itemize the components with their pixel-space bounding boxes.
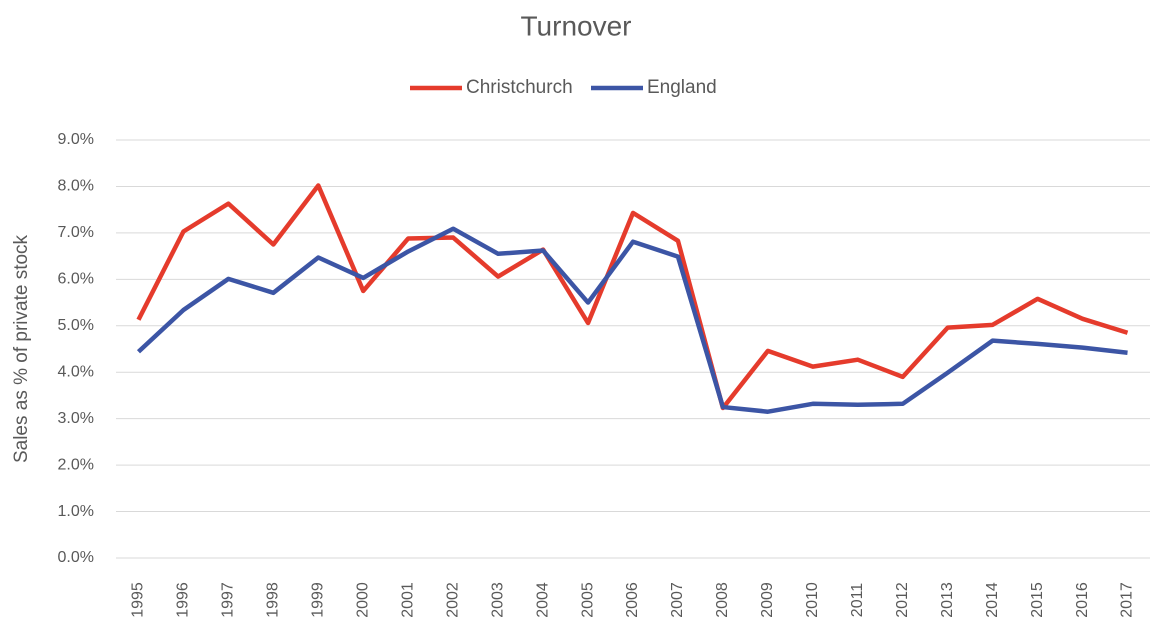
legend-label: England [647,77,717,98]
y-tick-label: 6.0% [58,271,94,288]
x-tick-label: 2004 [534,582,551,618]
x-tick-label: 2010 [804,582,821,618]
y-axis-label: Sales as % of private stock [11,234,32,463]
x-tick-label: 2006 [624,582,641,618]
y-tick-label: 2.0% [58,456,94,473]
x-tick-label: 2013 [939,582,956,618]
series-line [136,226,1128,414]
x-tick-label: 2009 [759,582,776,618]
x-tick-label: 2003 [489,582,506,618]
x-tick-label: 2011 [849,583,866,618]
x-tick-label: 1998 [265,582,282,618]
x-tick-label: 1999 [310,582,327,618]
y-tick-label: 4.0% [58,363,94,380]
x-tick-label: 1996 [175,582,192,618]
x-tick-label: 2015 [1029,582,1046,618]
x-tick-label: 1995 [130,582,147,618]
x-tick-label: 2017 [1119,582,1136,618]
y-tick-label: 9.0% [58,131,94,148]
chart-title: Turnover [520,10,631,41]
y-tick-label: 1.0% [58,503,94,520]
series-line [136,183,1129,411]
x-tick-label: 2002 [444,582,461,618]
y-tick-label: 3.0% [58,410,94,427]
x-tick-label: 2000 [354,582,371,618]
y-tick-label: 5.0% [58,317,94,334]
x-tick-label: 2014 [984,582,1001,618]
x-tick-label: 2008 [714,582,731,618]
y-tick-label: 0.0% [58,549,94,566]
x-tick-label: 2016 [1074,582,1091,618]
x-tick-label: 2005 [579,582,596,618]
x-tick-label: 2012 [894,582,911,618]
x-tick-label: 1997 [220,582,237,618]
x-tick-label: 2007 [669,582,686,618]
x-tick-label: 2001 [399,582,416,618]
legend-label: Christchurch [466,77,573,98]
y-tick-label: 8.0% [58,178,94,195]
y-tick-label: 7.0% [58,224,94,241]
